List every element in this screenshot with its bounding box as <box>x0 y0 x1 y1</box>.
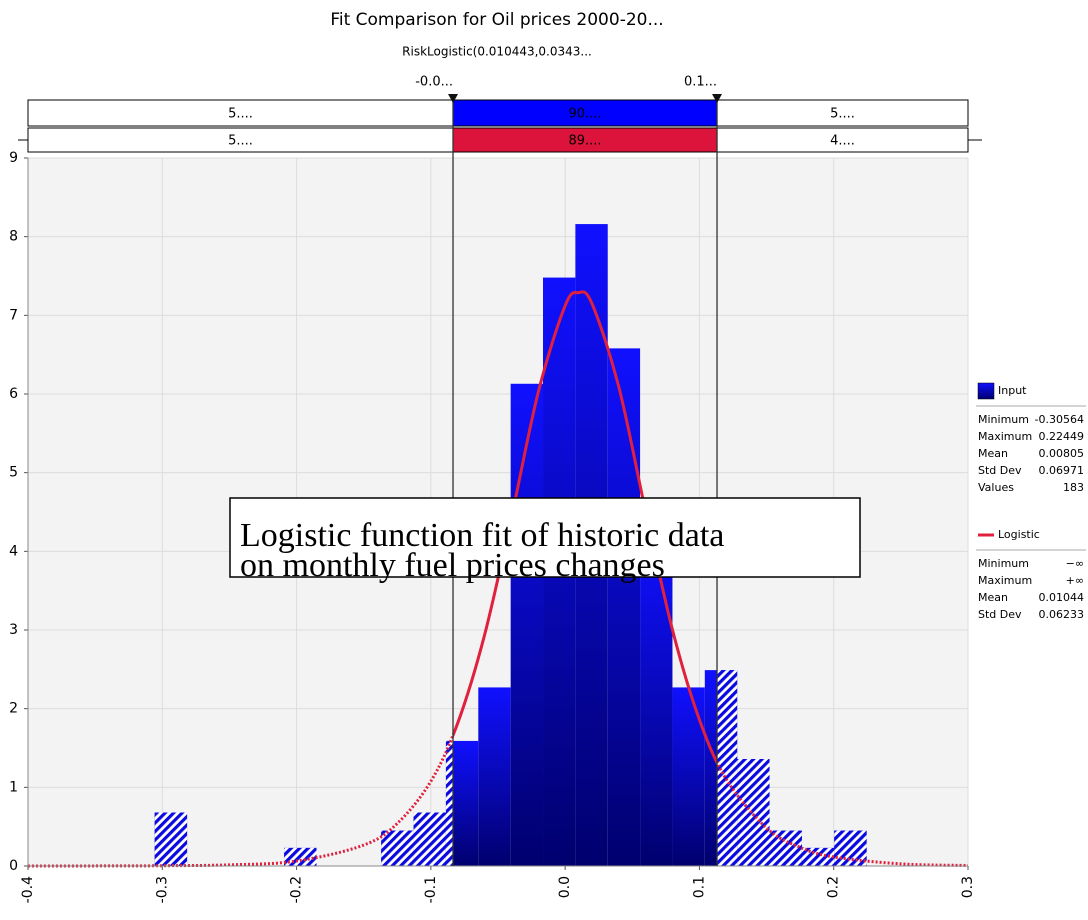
bar-hatch <box>737 759 770 866</box>
bar-hatch <box>413 812 446 866</box>
stat-label: Minimum <box>978 557 1029 570</box>
stat-label: Mean <box>978 591 1008 604</box>
x-tick-label: 0.3 <box>960 876 976 898</box>
stat-label: Values <box>978 481 1014 494</box>
bar-hatch <box>834 830 867 866</box>
delimiter-cell <box>27 127 454 153</box>
bar-hatch <box>154 812 188 866</box>
y-tick-label: 3 <box>9 622 18 638</box>
y-tick-label: 1 <box>9 779 18 795</box>
stat-value: −∞ <box>1066 557 1084 570</box>
x-tick-label: -0.3 <box>154 876 170 903</box>
delimiter-label: 4.... <box>830 134 855 149</box>
y-tick-label: 7 <box>9 307 18 323</box>
delimiter-label: 5.... <box>228 107 253 122</box>
annotation-text: on monthly fuel prices changes <box>240 547 665 584</box>
legend-swatch <box>977 382 995 400</box>
fit-curve <box>453 290 718 766</box>
delimiter-cell <box>27 99 454 127</box>
delimiter-label: 5.... <box>830 107 855 122</box>
y-tick-label: 0 <box>9 858 18 874</box>
stat-value: -0.30564 <box>1035 413 1084 426</box>
delimiter-cell <box>716 127 969 153</box>
stat-label: Maximum <box>978 430 1032 443</box>
bar-hatch <box>381 830 414 866</box>
stat-label: Maximum <box>978 574 1032 587</box>
x-tick-label: -0.4 <box>20 876 36 903</box>
histogram-bar <box>640 543 673 866</box>
x-tick-label: 0.2 <box>826 876 842 898</box>
stat-value: 0.06233 <box>1039 608 1085 621</box>
x-tick-label: -0.2 <box>289 876 305 903</box>
annotation-text: Logistic function fit of historic data <box>240 517 724 554</box>
delimiter-cell <box>716 99 969 127</box>
histogram-bar <box>510 383 544 866</box>
stat-label: Minimum <box>978 413 1029 426</box>
stat-label: Std Dev <box>978 464 1022 477</box>
stat-value: 0.06971 <box>1039 464 1085 477</box>
y-tick-label: 2 <box>9 701 18 717</box>
y-tick-label: 9 <box>9 150 18 166</box>
x-tick-label: 0.0 <box>557 876 573 898</box>
y-tick-label: 5 <box>9 465 18 481</box>
delimiter-handle <box>448 94 459 103</box>
stat-label: Std Dev <box>978 608 1022 621</box>
histogram-bar <box>607 348 641 867</box>
histogram-bar <box>672 687 705 866</box>
delimiter-label: 5.... <box>228 134 253 149</box>
delimiter-label: 90.... <box>568 107 601 122</box>
stat-value: +∞ <box>1066 574 1084 587</box>
chart-subtitle: RiskLogistic(0.010443,0.0343... <box>402 45 592 59</box>
delimiter-value: -0.0... <box>415 75 453 90</box>
delimiter-handle <box>712 94 723 103</box>
stat-label: Mean <box>978 447 1008 460</box>
x-tick-label: -0.1 <box>423 876 439 903</box>
y-tick-label: 4 <box>9 543 18 559</box>
stat-value: 183 <box>1063 481 1084 494</box>
chart-title: Fit Comparison for Oil prices 2000-20... <box>330 10 663 30</box>
stat-value: 0.01044 <box>1039 591 1085 604</box>
legend-label: Logistic <box>998 528 1040 541</box>
delimiter-cell <box>452 127 718 153</box>
histogram-bar <box>478 687 511 866</box>
legend-label: Input <box>998 384 1027 397</box>
delimiter-cell <box>452 99 718 127</box>
delimiter-label: 89.... <box>568 134 601 149</box>
x-tick-label: 0.1 <box>691 876 707 898</box>
y-tick-label: 8 <box>9 229 18 245</box>
stat-value: 0.22449 <box>1039 430 1085 443</box>
annotation-box <box>229 497 861 578</box>
bar-hatch <box>769 830 802 866</box>
y-tick-label: 6 <box>9 386 18 402</box>
stat-value: 0.00805 <box>1039 447 1085 460</box>
delimiter-value: 0.1... <box>684 75 717 90</box>
